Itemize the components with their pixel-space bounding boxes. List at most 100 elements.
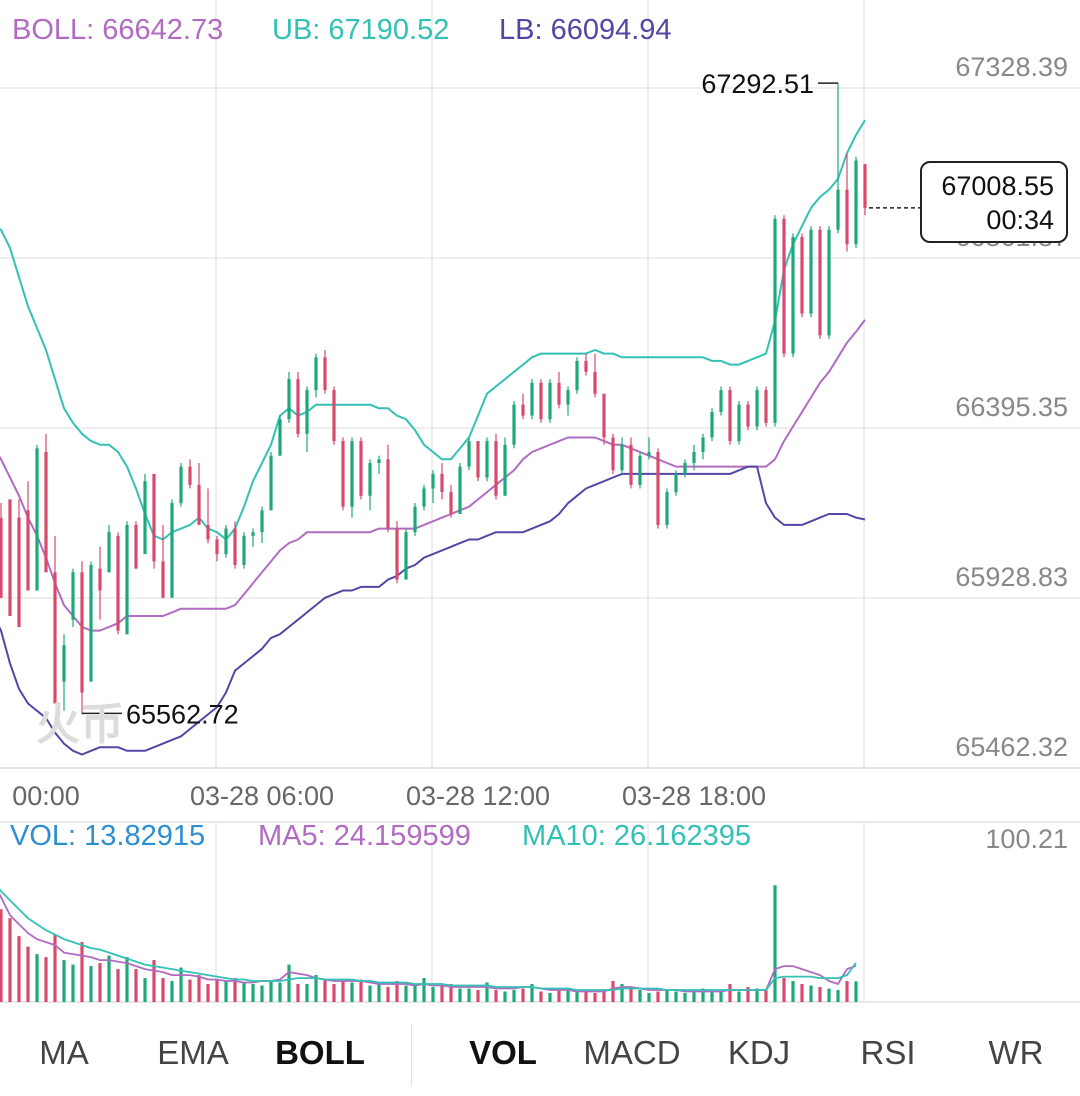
candle-body — [395, 528, 399, 580]
candle-body — [170, 503, 174, 598]
candle-body — [269, 455, 273, 511]
volume-max-label: 100.21 — [985, 824, 1068, 854]
tab-vol[interactable]: VOL — [469, 1034, 537, 1071]
candle-body — [719, 390, 723, 412]
candle-body — [485, 441, 489, 478]
volume-bar — [377, 982, 381, 1002]
candle-body — [260, 510, 264, 533]
volume-bar — [224, 981, 228, 1002]
candle-body — [476, 441, 480, 478]
ma10-legend: MA10: 26.162395 — [522, 820, 751, 853]
vol-legend: VOL: 13.82915 — [10, 820, 205, 853]
volume-bar — [629, 988, 633, 1002]
candle-body — [242, 535, 246, 566]
volume-bar — [188, 979, 192, 1002]
volume-bar — [728, 984, 732, 1002]
volume-bar — [8, 918, 12, 1002]
volume-bar — [818, 987, 822, 1002]
volume-bar — [602, 990, 606, 1002]
candle-body — [602, 393, 606, 438]
candle-body — [341, 441, 345, 507]
candle-body — [80, 572, 84, 693]
candle-body — [314, 357, 318, 391]
candle-body — [566, 390, 570, 405]
volume-bar — [143, 978, 147, 1002]
current-price-box: 67008.55 00:34 — [920, 161, 1068, 243]
candle-body — [440, 473, 444, 493]
candle-body — [287, 379, 291, 420]
volume-bar — [476, 990, 480, 1002]
ma5-value: MA5: 24.159599 — [258, 820, 471, 852]
candle-body — [161, 561, 165, 598]
volume-bar — [359, 979, 363, 1002]
tab-kdj[interactable]: KDJ — [727, 1034, 791, 1071]
candle-body — [332, 390, 336, 442]
volume-bar — [521, 988, 525, 1002]
tab-ema[interactable]: EMA — [157, 1034, 229, 1071]
volume-bar — [260, 985, 264, 1002]
lb-value: LB: 66094.94 — [499, 14, 672, 46]
x-tick-label: 03-28 12:00 — [406, 781, 550, 811]
candle-body — [800, 237, 804, 314]
volume-bar — [701, 988, 705, 1002]
tab-macd[interactable]: MACD — [583, 1034, 681, 1071]
volume-bar — [332, 984, 336, 1002]
volume-bar — [17, 936, 21, 1002]
volume-bar — [710, 991, 714, 1002]
tab-ma[interactable]: MA — [39, 1034, 89, 1071]
candle-body — [647, 452, 651, 456]
tab-boll[interactable]: BOLL — [275, 1034, 365, 1071]
candle-body — [791, 237, 795, 354]
volume-bar — [809, 985, 813, 1002]
candlestick-chart[interactable]: 67328.3966861.8766395.3565928.8365462.32… — [0, 0, 1080, 1012]
boll-legend: BOLL: 66642.73 — [12, 14, 223, 47]
candle-body — [350, 441, 354, 507]
candle-body — [827, 229, 831, 336]
y-tick-label: 65462.32 — [955, 732, 1068, 762]
candle-body — [98, 568, 102, 591]
candle-body — [845, 189, 849, 245]
volume-bar — [422, 978, 426, 1002]
candle-body — [197, 484, 201, 525]
candle-body — [539, 382, 543, 420]
candle-body — [152, 473, 156, 562]
candle-body — [233, 528, 237, 566]
volume-ma10-line — [0, 888, 857, 991]
volume-bar — [827, 988, 831, 1002]
candle-body — [278, 419, 282, 456]
candle-body — [17, 517, 21, 627]
tab-wr[interactable]: WR — [988, 1034, 1044, 1071]
candle-body — [584, 360, 588, 372]
volume-bar — [161, 978, 165, 1002]
boll-lower-band — [0, 465, 866, 756]
volume-bar — [764, 990, 768, 1002]
candle-body — [836, 189, 840, 230]
volume-bar — [197, 975, 201, 1002]
volume-bar — [80, 942, 84, 1002]
volume-bar — [116, 969, 120, 1002]
volume-bar — [566, 988, 570, 1002]
volume-bar — [611, 981, 615, 1002]
high-price-label: 67292.51 — [701, 69, 814, 99]
candle-body — [107, 532, 111, 573]
candle-body — [89, 565, 93, 682]
candle-body — [386, 459, 390, 529]
candle-body — [863, 164, 867, 208]
candle-body — [44, 452, 48, 573]
volume-bar — [44, 957, 48, 1002]
volume-bar — [719, 990, 723, 1002]
volume-bar — [494, 990, 498, 1002]
tab-rsi[interactable]: RSI — [860, 1034, 916, 1071]
candle-body — [782, 218, 786, 354]
volume-bar — [593, 993, 597, 1002]
candle-body — [521, 404, 525, 416]
volume-bar — [773, 885, 777, 1002]
volume-bar — [782, 978, 786, 1002]
volume-bar — [431, 987, 435, 1002]
volume-bar — [170, 981, 174, 1002]
candle-body — [0, 517, 3, 598]
volume-bar — [107, 955, 111, 1002]
candle-body — [35, 448, 39, 591]
volume-bar — [530, 984, 534, 1002]
volume-bar — [125, 957, 129, 1002]
